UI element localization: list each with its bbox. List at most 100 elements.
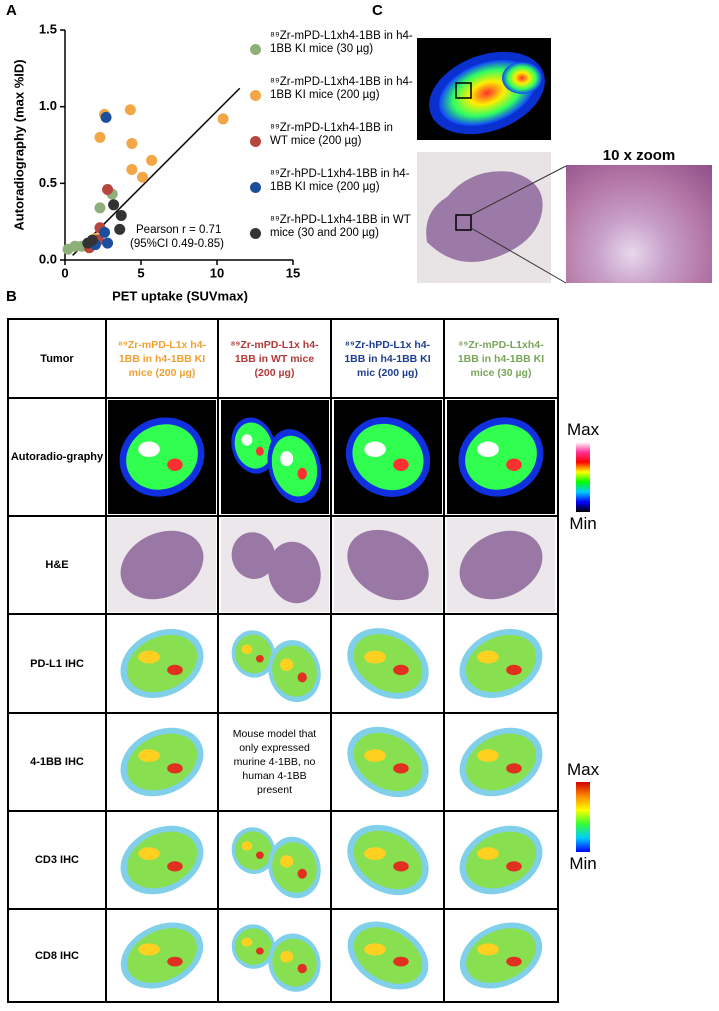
image-cell [105,810,219,910]
tissue [465,634,537,693]
point [94,202,106,214]
hotspot [506,861,522,872]
row-label: CD8 IHC [7,908,107,1003]
colorbar [576,782,591,852]
point [115,210,127,222]
legend: ⁸⁹Zr-mPD-L1xh4-1BB in h4-1BB KI mice (30… [248,30,413,260]
tissue-image [447,715,555,809]
tissue [120,530,204,600]
tissue [234,831,272,870]
image-cell [330,712,445,812]
hotspot [279,950,293,963]
autoradiography-image [417,38,551,140]
legend-label: ⁸⁹Zr-mPD-L1xh4-1BB in h4-1BB KI mice (30… [270,30,413,55]
image-cell [443,810,559,910]
legend-marker [250,90,261,101]
hotspot [255,947,264,955]
hotspot [138,943,160,956]
column-header: ⁸⁹Zr-hPD-L1x h4-1BB in h4-1BB KI mic (20… [330,318,445,399]
image-cell [105,613,219,714]
image-cell [217,908,332,1003]
annotation: (95%CI 0.49-0.85) [130,238,224,250]
hotspot [241,841,252,851]
hotspot [167,956,183,967]
hotspot [138,650,160,664]
tissue-image [447,813,555,907]
image-cell [443,397,559,517]
hotspot [279,451,293,467]
row-label: Autoradio-graphy [7,397,107,517]
image-cell [330,908,445,1003]
hotspot [138,749,160,762]
tissue-image [333,616,442,711]
hotspot [241,644,252,654]
tissue [234,422,272,469]
hotspot [297,868,307,879]
column-header: ⁸⁹Zr-mPD-L1x h4-1BB in h4-1BB KI mice (2… [105,318,219,399]
point [102,237,114,249]
point [126,164,138,176]
panel-label: A [6,2,17,19]
hotspot [506,664,522,676]
tissue-image [447,400,555,514]
tissue [465,733,537,791]
table-row: CD8 IHC [7,908,559,1003]
tissue-image [333,911,442,1000]
y-axis-label: Autoradiography (max %ID) [11,59,26,230]
tissue [126,424,198,490]
point [146,154,158,166]
legend-label: ⁸⁹Zr-mPD-L1xh4-1BB in h4-1BB KI mice (20… [270,76,413,101]
image-cell [105,515,219,615]
x-tick-label: 15 [286,265,300,280]
tissue [353,732,422,792]
table-row: CD3 IHC [7,810,559,910]
table-row: Autoradio-graphy [7,397,559,517]
tissue [126,733,198,791]
tissue-image [333,518,442,612]
image-cell: Mouse model that only expressed murine 4… [217,712,332,812]
tissue [465,424,537,490]
tissue [426,171,543,262]
table-row: 4-1BB IHC Mouse model that only expressed… [7,712,559,812]
image-cell [330,397,445,517]
hotspot [506,956,522,967]
tissue [353,927,422,984]
panel-label: C [372,2,383,19]
tissue [234,928,272,965]
image-cell [105,397,219,517]
legend-marker [250,136,261,147]
tissue-image [447,518,555,612]
point [126,137,138,149]
hotspot [241,434,252,446]
image-cell [105,908,219,1003]
heatmap [429,51,545,135]
point [124,104,136,116]
scale-bar: Max Min [567,420,599,534]
zoom-image [566,165,712,283]
tissue [271,842,317,893]
legend-marker [250,44,261,55]
zoom-line [470,227,567,284]
point [102,183,114,195]
hotspot [167,458,183,471]
legend-marker [250,182,261,193]
tissue [465,831,537,889]
hotspot [477,749,499,762]
image-cell [330,613,445,714]
tissue [126,634,198,693]
hotspot [241,937,252,947]
point [108,199,120,211]
legend-entry: ⁸⁹Zr-mPD-L1xh4-1BB in WT mice (200 µg) [248,122,413,164]
tissue-image [220,911,329,1000]
hotspot [363,943,386,956]
point [100,111,112,123]
blob [502,62,542,94]
image-cell [330,515,445,615]
tissue-image [220,400,329,514]
image-cell [330,810,445,910]
scale-bar: Max Min [567,760,599,874]
legend-label: ⁸⁹Zr-hPD-L1xh4-1BB in h4-1BB KI mice (20… [270,168,410,193]
scale-max: Max [567,760,600,779]
image-cell [443,712,559,812]
hotspot [167,664,183,676]
